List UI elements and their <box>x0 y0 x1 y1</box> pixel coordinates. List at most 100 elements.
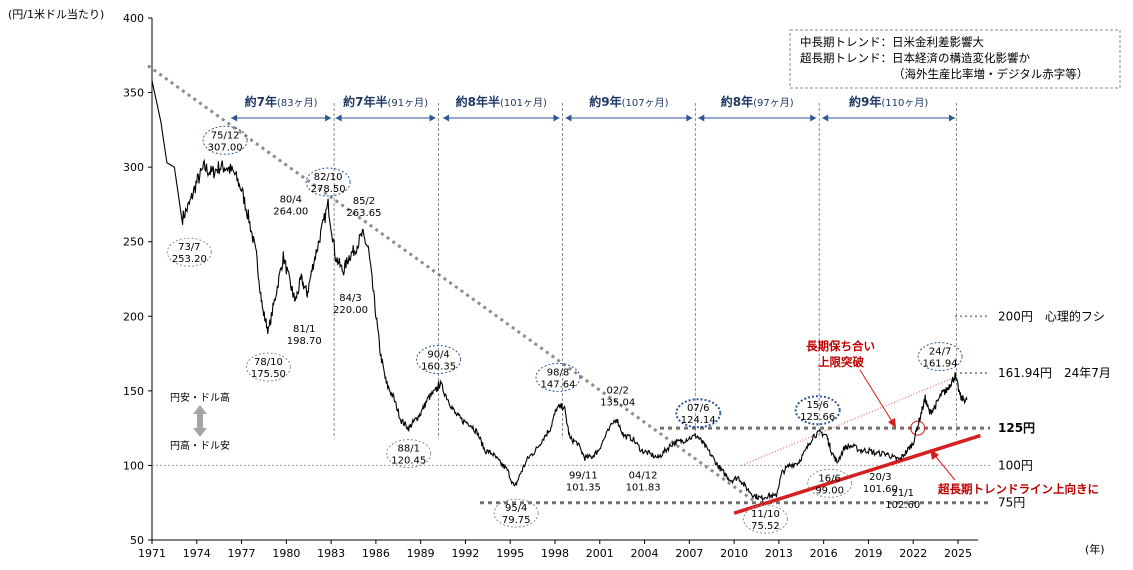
level-label: 125円 <box>998 421 1035 435</box>
x-tick-label: 2004 <box>631 547 659 560</box>
x-tick-label: 1989 <box>407 547 435 560</box>
direction-label-top: 円安・ドル高 <box>170 391 230 404</box>
x-tick-label: 2019 <box>854 547 882 560</box>
x-tick-label: 2016 <box>810 547 838 560</box>
x-tick-label: 1983 <box>317 547 345 560</box>
annotation-value: 253.20 <box>172 254 207 265</box>
annotation-value: 99.00 <box>815 485 844 496</box>
annotation-date: 90/4 <box>427 350 449 361</box>
x-tick-label: 1998 <box>541 547 569 560</box>
annotation-date: 75/12 <box>211 130 240 141</box>
cycle-years: 約8年半 <box>456 94 500 109</box>
x-tick-label: 1992 <box>451 547 479 560</box>
annotation-date: 85/2 <box>353 196 375 207</box>
annotation-value: 75.52 <box>751 521 780 532</box>
y-tick-label: 250 <box>123 236 144 249</box>
annotation-date: 95/4 <box>505 503 527 514</box>
annotation-date: 04/12 <box>629 470 658 481</box>
annotation-circle <box>493 498 539 528</box>
annotation-value: 160.35 <box>421 362 456 373</box>
x-tick-label: 1995 <box>496 547 524 560</box>
cycle-months: (97ヶ月) <box>753 97 794 109</box>
note-box-line-1: 中長期トレンド：日米金利差影響大 <box>800 35 984 49</box>
annotation-value: 125.66 <box>800 412 835 423</box>
cycle-label: 約8年(97ヶ月) <box>721 94 794 109</box>
annotation-circle <box>202 125 248 155</box>
breakout-marker <box>910 420 926 436</box>
annotation-date: 21/1 <box>892 488 914 499</box>
annotation-value: 278.50 <box>311 184 346 195</box>
annotation-value: 135.04 <box>600 397 635 408</box>
trend-lines <box>147 64 981 515</box>
legend-note-box: 中長期トレンド：日米金利差影響大 超長期トレンド：日本経済の構造変化影響か （海… <box>789 29 1121 89</box>
reference-levels: 200円 心理的フシ 161.94円 24年7月 125円 100円 75円 <box>152 308 1111 510</box>
annotation-date: 11/10 <box>751 509 780 520</box>
cycle-arrow-left-icon <box>335 114 342 122</box>
direction-label-bottom: 円高・ドル安 <box>170 439 230 452</box>
cycle-arrow-left-icon <box>822 114 829 122</box>
cycle-years: 約8年 <box>721 94 753 109</box>
cycle-arrow-right-icon <box>429 114 436 122</box>
annotation-value: 198.70 <box>287 336 322 347</box>
y-tick-label: 150 <box>123 385 144 398</box>
annotation-date: 81/1 <box>293 324 315 335</box>
direction-arrow-icon <box>193 405 207 437</box>
annotation-value: 147.64 <box>540 379 575 390</box>
x-tick-label: 1986 <box>362 547 390 560</box>
annotation-date: 80/4 <box>280 194 302 205</box>
uptrend-line <box>733 433 981 515</box>
annotation-date: 99/11 <box>569 470 598 481</box>
cycle-years: 約9年 <box>589 94 621 109</box>
annotation-date: 07/6 <box>687 403 709 414</box>
annotation-date: 15/6 <box>806 400 828 411</box>
annotation-date: 73/7 <box>178 242 200 253</box>
cycle-months: (101ヶ月) <box>500 97 547 109</box>
level-label: 100円 <box>998 458 1033 472</box>
annotation-value: 175.50 <box>251 369 286 380</box>
cycle-arrow-left-icon <box>231 114 238 122</box>
annotation-value: 124.14 <box>681 415 716 426</box>
red-note-uptrend-arrowhead-icon <box>930 449 939 460</box>
chart-grid <box>151 18 978 541</box>
annotation-value: 263.65 <box>346 208 381 219</box>
annotation-date: 02/2 <box>606 385 628 396</box>
x-tick-label: 2007 <box>675 547 703 560</box>
annotation-date: 16/6 <box>818 473 840 484</box>
cycle-months: (91ヶ月) <box>388 97 429 109</box>
annotation-value: 161.94 <box>923 359 958 370</box>
cycle-label: 約7年半(91ヶ月) <box>343 94 428 109</box>
x-tick-label: 2025 <box>944 547 972 560</box>
annotation-circle <box>742 504 788 534</box>
annotation-circle <box>807 468 853 498</box>
x-tick-label: 2001 <box>586 547 614 560</box>
direction-indicator: 円安・ドル高 円高・ドル安 <box>170 391 230 452</box>
red-notes: 長期保ち合い 上限突破 超長期トレンドライン上向きに <box>806 339 1099 496</box>
annotation-value: 101.83 <box>626 482 661 493</box>
annotation-date: 78/10 <box>254 357 283 368</box>
red-note-breakout-line-2: 上限突破 <box>818 355 864 369</box>
cycle-arrows: 約7年(83ヶ月) 約7年半(91ヶ月) 約8年半(101ヶ月) 約9年(107ヶ月)… <box>231 94 957 439</box>
annotation-circle <box>917 342 963 372</box>
red-note-breakout-line-1: 長期保ち合い <box>806 339 875 353</box>
annotation-value: 220.00 <box>333 305 368 316</box>
annotation-date: 20/3 <box>869 472 891 483</box>
x-tick-label: 1974 <box>183 547 211 560</box>
annotation-date: 82/10 <box>314 172 343 183</box>
level-label: 161.94円 24年7月 <box>998 366 1111 380</box>
upper-channel-line <box>741 375 959 466</box>
y-tick-label: 100 <box>123 459 144 472</box>
cycle-arrow-right-icon <box>949 114 956 122</box>
annotation-circle <box>416 345 462 375</box>
x-axis-unit: (年) <box>1085 542 1105 556</box>
y-tick-label: 400 <box>123 12 144 25</box>
x-tick-label: 1980 <box>272 547 300 560</box>
red-note-breakout-arrowhead-icon <box>888 418 896 428</box>
cycle-years: 約7年半 <box>343 94 387 109</box>
annotation-circle <box>535 362 581 392</box>
annotation-date: 88/1 <box>397 443 419 454</box>
annotation-circle <box>794 395 841 426</box>
cycle-label: 約9年(110ヶ月) <box>849 94 928 109</box>
note-box-line-3: （海外生産比率増・デジタル赤字等） <box>893 67 1088 81</box>
annotation-circle <box>386 438 432 468</box>
annotation-circle <box>305 167 351 197</box>
